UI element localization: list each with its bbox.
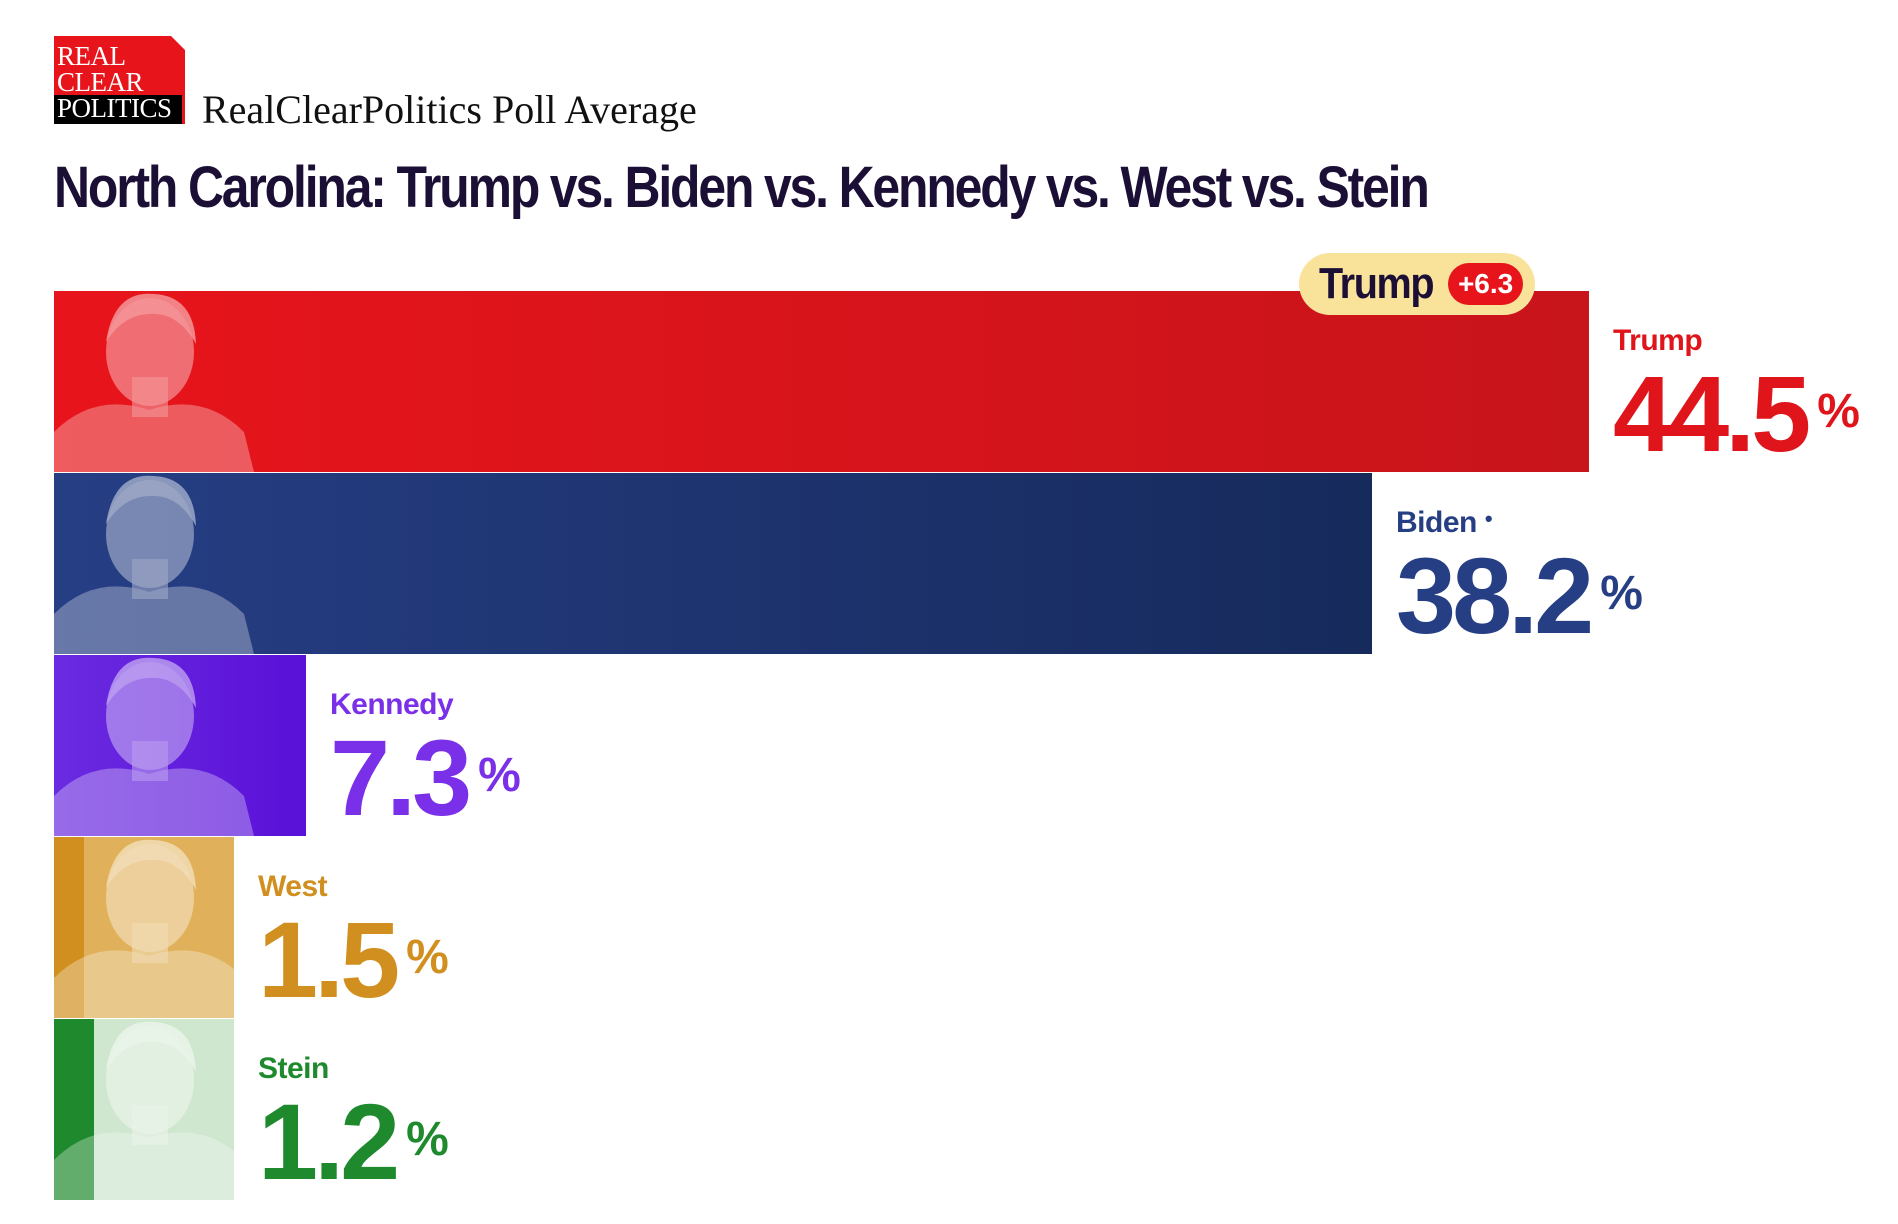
- percent-sign: %: [1817, 385, 1860, 438]
- leader-badge: Trump +6.3: [1299, 253, 1536, 315]
- value-label-kennedy: Kennedy 7.3%: [330, 688, 521, 838]
- candidate-name: Biden •: [1396, 506, 1493, 539]
- incumbent-marker: •: [1484, 506, 1493, 531]
- logo-line-real: REAL: [57, 41, 126, 71]
- trump-portrait-icon: [54, 293, 254, 472]
- bar-kennedy: [54, 655, 306, 836]
- candidate-value: 1.2%: [258, 1081, 449, 1202]
- logo-line-clear: CLEAR: [57, 67, 144, 97]
- percent-sign: %: [1600, 567, 1643, 620]
- percent-sign: %: [406, 1113, 449, 1166]
- bar-stein: [54, 1019, 234, 1200]
- value-label-trump: Trump 44.5%: [1613, 324, 1860, 474]
- west-portrait-icon: [54, 839, 234, 1018]
- candidate-name: West: [258, 870, 328, 903]
- kennedy-portrait-icon: [54, 657, 254, 836]
- candidate-value: 38.2%: [1396, 535, 1643, 656]
- chart-title: North Carolina: Trump vs. Biden vs. Kenn…: [54, 155, 1430, 220]
- logo-corner: [171, 36, 185, 50]
- percent-sign: %: [478, 749, 521, 802]
- candidate-value: 7.3%: [330, 717, 521, 838]
- bar-fill: [54, 655, 306, 836]
- biden-portrait-icon: [54, 475, 254, 654]
- value-label-west: West 1.5%: [258, 870, 449, 1020]
- candidate-value: 44.5%: [1613, 353, 1860, 474]
- stein-portrait-icon: [54, 1021, 234, 1200]
- leader-margin: +6.3: [1447, 263, 1524, 305]
- chart-header: REAL CLEAR POLITICS RealClearPolitics Po…: [54, 36, 1874, 236]
- candidate-name: Trump: [1613, 324, 1703, 357]
- value-label-stein: Stein 1.2%: [258, 1052, 449, 1202]
- value-label-biden: Biden • 38.2%: [1396, 506, 1643, 656]
- logo-line-politics: POLITICS: [54, 95, 182, 124]
- bar-trump: [54, 291, 1589, 472]
- percent-sign: %: [406, 931, 449, 984]
- leader-name: Trump: [1319, 259, 1435, 308]
- bar-west: [54, 837, 234, 1018]
- bar-fill: [54, 473, 1372, 654]
- candidate-name: Stein: [258, 1052, 329, 1085]
- chart-subtitle: RealClearPolitics Poll Average: [202, 87, 697, 132]
- bar-biden: [54, 473, 1372, 654]
- candidate-name: Kennedy: [330, 688, 454, 721]
- bar-fill: [54, 291, 1589, 472]
- rcp-logo: REAL CLEAR POLITICS: [54, 36, 185, 124]
- candidate-value: 1.5%: [258, 899, 449, 1020]
